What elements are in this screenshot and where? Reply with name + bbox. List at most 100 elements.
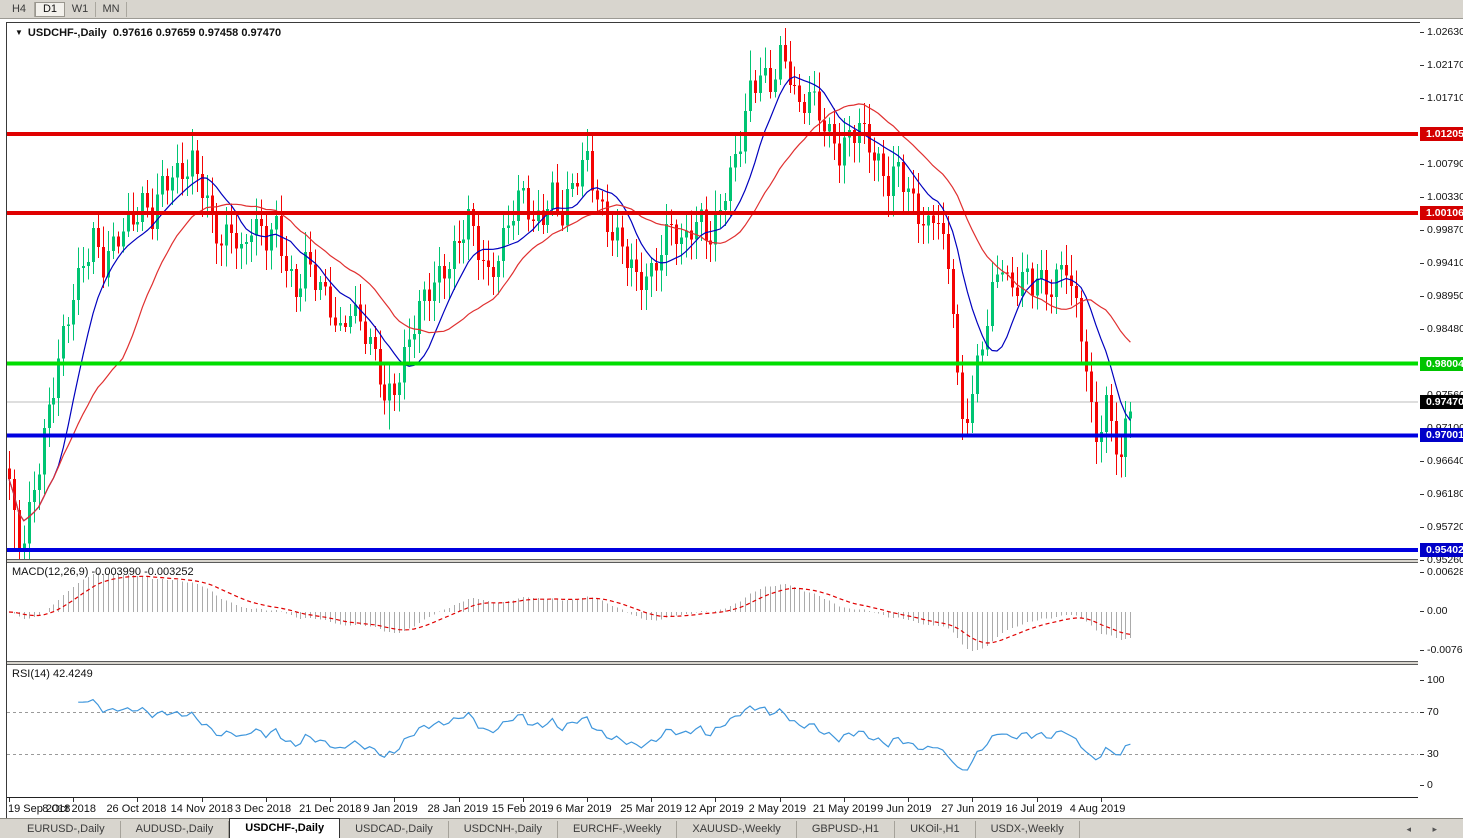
tab-usdcad-daily[interactable]: USDCAD-,Daily (340, 821, 449, 838)
rsi-label: RSI(14) 42.4249 (12, 668, 93, 680)
resistance-line-1.00106[interactable] (7, 210, 1418, 215)
price-tick: 0.96180 (1420, 488, 1463, 500)
date-label: 27 Jun 2019 (941, 803, 1002, 815)
timeframe-toolbar: H4 D1 W1 MN (0, 0, 1463, 19)
tab-eurchf-weekly[interactable]: EURCHF-,Weekly (558, 821, 678, 838)
date-label: 21 May 2019 (812, 803, 877, 815)
date-label: 8 Oct 2018 (42, 803, 97, 815)
date-label: 14 Nov 2018 (170, 803, 234, 815)
price-axis: 1.02630 1.02170 1.01710 1.00790 1.00330 0.998… (1420, 22, 1463, 818)
support-line-0.97001[interactable] (7, 433, 1418, 438)
tick-mark (1420, 753, 1424, 755)
rsi-axis-30: 30 (1420, 748, 1463, 760)
price-level-badge-0.97001: 0.97001 (1420, 428, 1463, 443)
date-label: 15 Feb 2019 (491, 803, 554, 815)
date-label: 6 Mar 2019 (555, 803, 612, 815)
tab-usdcnh-daily[interactable]: USDCNH-,Daily (449, 821, 558, 838)
price-tick: 1.00790 (1420, 158, 1463, 170)
tick-mark (1420, 680, 1424, 681)
chart-symbol-label: USDCHF-,Daily (27, 27, 107, 39)
timeframe-w1-button[interactable]: W1 (65, 1, 96, 17)
date-tick-mark (523, 798, 524, 802)
date-label: 21 Dec 2018 (299, 803, 362, 815)
price-level-badge-1.01205: 1.01205 (1420, 127, 1463, 142)
tab-scroll-left-icon[interactable]: ◂ (1406, 824, 1411, 834)
price-level-badge-0.95402: 0.95402 (1420, 542, 1463, 557)
support-line-0.95402[interactable] (7, 547, 1418, 552)
chart-window: ▼ USDCHF-,Daily 0.97616 0.97659 0.97458 0… (6, 22, 1421, 820)
tick-mark (1420, 196, 1424, 198)
date-tick-mark (908, 798, 909, 802)
tab-xauusd-weekly[interactable]: XAUUSD-,Weekly (677, 821, 797, 838)
tick-mark (1420, 494, 1424, 496)
date-tick-mark (73, 798, 74, 802)
tick-mark (1420, 329, 1424, 331)
rsi-indicator-canvas[interactable] (7, 665, 1418, 797)
date-tick-mark (844, 798, 845, 802)
tick-mark (1420, 610, 1424, 612)
tick-mark (1420, 461, 1424, 463)
resistance-line-1.01205[interactable] (7, 132, 1418, 137)
tab-gbpusd-h1[interactable]: GBPUSD-,H1 (797, 821, 896, 838)
tab-scroll-right-icon[interactable]: ▸ (1432, 824, 1437, 834)
price-chart-canvas[interactable] (7, 23, 1418, 559)
tab-ukoil-h1[interactable]: UKOil-,H1 (895, 821, 976, 838)
timeframe-mn-button[interactable]: MN (96, 1, 127, 17)
date-label: 2 May 2019 (748, 803, 807, 815)
chart-title: ▼ USDCHF-,Daily 0.97616 0.97659 0.97458 0… (15, 27, 281, 39)
date-label: 4 Aug 2019 (1069, 803, 1126, 815)
tick-mark (1420, 527, 1424, 529)
date-tick-mark (202, 798, 203, 802)
date-tick-mark (972, 798, 973, 802)
macd-label: MACD(12,26,9) -0.003990 -0.003252 (12, 566, 194, 578)
date-label: 9 Jun 2019 (877, 803, 932, 815)
rsi-value: 42.4249 (52, 668, 93, 680)
tab-audusd-daily[interactable]: AUDUSD-,Daily (121, 821, 230, 838)
date-tick-mark (651, 798, 652, 802)
tick-mark (1420, 97, 1424, 99)
price-tick: 1.00330 (1420, 191, 1463, 203)
date-tick-mark (330, 798, 331, 802)
date-tick-mark (266, 798, 267, 802)
timeframe-d1-button[interactable]: D1 (35, 1, 65, 17)
date-label: 16 Jul 2019 (1005, 803, 1063, 815)
date-tick-mark (715, 798, 716, 802)
panel-separator[interactable] (7, 661, 1418, 665)
tick-mark (1420, 32, 1424, 34)
chart-quote-ohlc: 0.97616 0.97659 0.97458 0.97470 (112, 27, 282, 39)
chart-dropdown-icon[interactable]: ▼ (15, 28, 23, 37)
tab-usdx-weekly[interactable]: USDX-,Weekly (976, 821, 1080, 838)
date-label: 3 Dec 2018 (234, 803, 292, 815)
chart-tabbar: EURUSD-,Daily AUDUSD-,Daily USDCHF-,Daily U… (0, 818, 1463, 838)
price-tick: 1.02630 (1420, 26, 1463, 38)
date-tick-mark (9, 798, 10, 802)
price-tick: 0.95260 (1420, 554, 1463, 566)
price-tick: 0.98950 (1420, 290, 1463, 302)
date-tick-mark (587, 798, 588, 802)
macd-values: -0.003990 -0.003252 (91, 566, 194, 578)
tick-mark (1420, 560, 1424, 562)
timeframe-h4-button[interactable]: H4 (4, 1, 35, 17)
macd-axis-zero: 0.00 (1420, 605, 1463, 617)
date-label: 25 Mar 2019 (620, 803, 682, 815)
date-label: 9 Jan 2019 (363, 803, 418, 815)
macd-axis-min: -0.00762 (1420, 644, 1463, 656)
tick-mark (1420, 295, 1424, 297)
tab-usdchf-daily[interactable]: USDCHF-,Daily (229, 818, 341, 838)
date-tick-mark (780, 798, 781, 802)
panel-separator[interactable] (7, 559, 1418, 563)
price-tick: 0.98480 (1420, 323, 1463, 335)
macd-indicator-canvas[interactable] (7, 563, 1418, 661)
rsi-axis-70: 70 (1420, 706, 1463, 718)
price-tick: 0.95720 (1420, 521, 1463, 533)
tick-mark (1420, 163, 1424, 165)
date-label: 28 Jan 2019 (427, 803, 489, 815)
tab-eurusd-daily[interactable]: EURUSD-,Daily (12, 821, 121, 838)
date-label: 12 Apr 2019 (684, 803, 744, 815)
tick-mark (1420, 229, 1424, 231)
date-tick-mark (459, 798, 460, 802)
price-tick: 0.96640 (1420, 455, 1463, 467)
support-line-0.98004[interactable] (7, 361, 1418, 366)
tick-mark (1420, 64, 1424, 66)
tick-mark (1420, 650, 1424, 651)
